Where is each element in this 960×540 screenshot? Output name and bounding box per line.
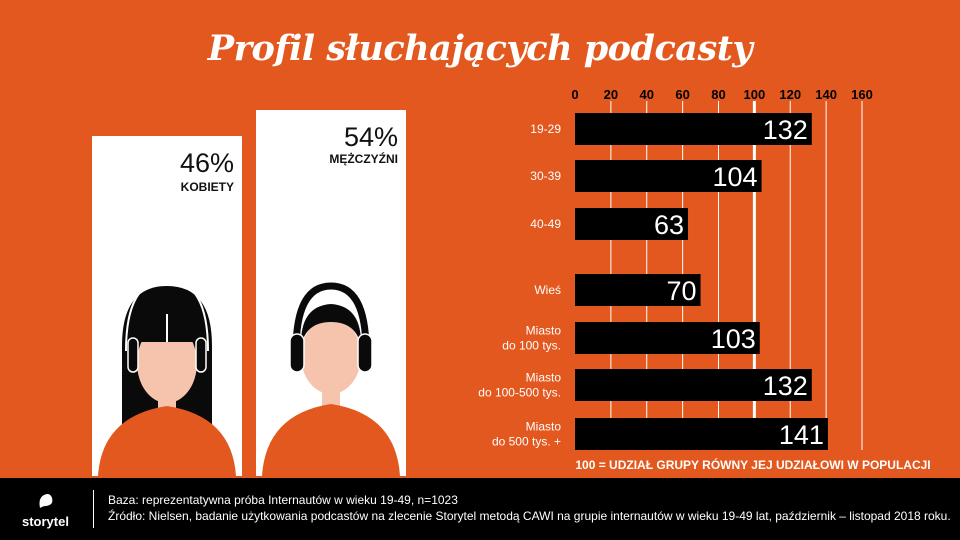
x-tick-label: 0 [571, 87, 578, 102]
category-label: Miasto [526, 324, 562, 338]
bar-value-label: 103 [711, 324, 756, 354]
category-label: Wieś [534, 283, 561, 297]
storytel-logo-icon [39, 494, 53, 508]
x-tick-label: 80 [711, 87, 725, 102]
male-percentage: 54% [343, 122, 398, 152]
category-label: do 500 tys. + [492, 435, 561, 449]
female-label: KOBIETY [180, 180, 234, 194]
x-tick-label: 20 [604, 87, 618, 102]
category-label: 19-29 [530, 122, 561, 136]
x-tick-label: 40 [640, 87, 654, 102]
category-label: Miasto [526, 371, 562, 385]
male-label: MĘŻCZYŹNI [329, 152, 398, 166]
female-percentage: 46% [179, 148, 234, 178]
bar-value-label: 63 [654, 210, 684, 240]
category-label: 40-49 [530, 217, 561, 231]
x-tick-label: 100 [744, 87, 766, 102]
bar [575, 369, 812, 401]
category-label: Miasto [526, 420, 562, 434]
bar [575, 274, 701, 306]
chart-note: 100 = UDZIAŁ GRUPY RÓWNY JEJ UDZIAŁOWI W… [575, 457, 930, 472]
bar [575, 418, 828, 450]
bar-value-label: 141 [779, 420, 824, 450]
female-listener-icon [98, 278, 236, 476]
footer-divider [93, 490, 94, 528]
x-tick-label: 60 [675, 87, 689, 102]
x-tick-label: 160 [851, 87, 873, 102]
x-tick-label: 140 [815, 87, 837, 102]
female-card: 46% KOBIETY [92, 136, 242, 476]
category-label: do 100 tys. [502, 339, 561, 353]
bar [575, 208, 689, 240]
bar [575, 160, 762, 192]
bar [575, 322, 760, 354]
bar-value-label: 70 [667, 276, 697, 306]
bar-chart: 0 20 40 60 80 100 120 140 160 132104637010313214… [478, 87, 930, 472]
bar-value-label: 104 [712, 162, 757, 192]
male-card: 54% MĘŻCZYŹNI [256, 110, 406, 476]
bar-value-label: 132 [763, 115, 808, 145]
footer-base: Baza: reprezentatywna próba Internautów … [108, 493, 458, 507]
male-listener-icon [262, 274, 400, 476]
category-label: do 100-500 tys. [478, 386, 561, 400]
footer: storytel Baza: reprezentatywna próba Int… [0, 478, 960, 540]
footer-source: Źródło: Nielsen, badanie użytkowania pod… [108, 509, 951, 523]
bar-value-label: 132 [763, 371, 808, 401]
bar [575, 113, 812, 145]
storytel-logo-text: storytel [22, 514, 69, 529]
x-tick-label: 120 [779, 87, 801, 102]
chart-title: Profil słuchających podcasty [207, 28, 753, 69]
category-label: 30-39 [530, 169, 561, 183]
